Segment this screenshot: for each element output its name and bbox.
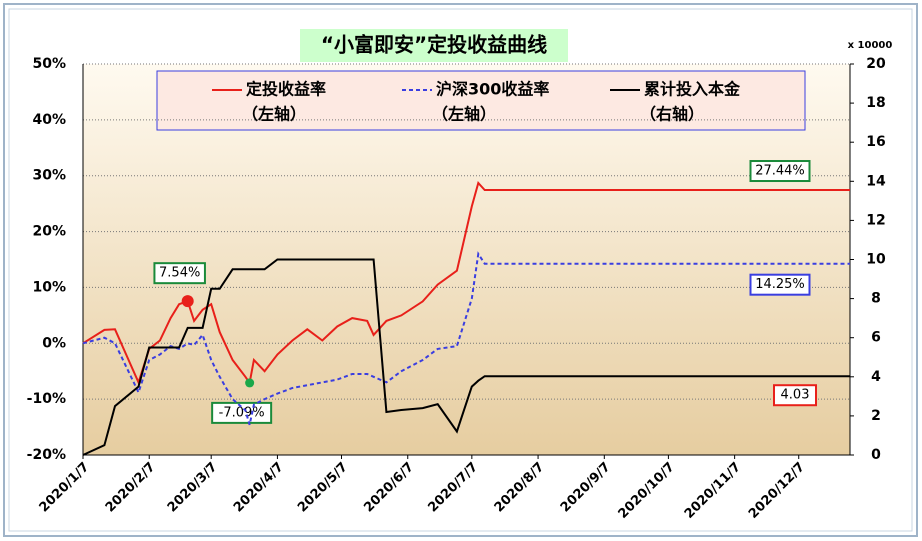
- legend-note: （左轴）: [242, 105, 306, 124]
- y2-tick-label: 16: [866, 134, 885, 150]
- legend-label: 沪深300收益率: [436, 80, 549, 99]
- legend-note: （左轴）: [432, 105, 496, 124]
- series-line: [82, 251, 850, 426]
- y-tick-label: -20%: [27, 447, 66, 463]
- y2-tick-label: 20: [866, 56, 886, 72]
- value-label-box: [773, 384, 817, 407]
- y2-unit: x 10000: [848, 40, 893, 51]
- y2-tick-label: 14: [866, 173, 886, 189]
- y2-tick-label: 2: [871, 408, 881, 424]
- y-tick-label: 10%: [32, 279, 66, 295]
- series-line: [82, 180, 850, 386]
- legend-label: 累计投入本金: [644, 80, 741, 99]
- value-label-box: [749, 273, 811, 296]
- y-tick-label: -10%: [27, 391, 66, 407]
- y2-tick-label: 12: [866, 212, 885, 228]
- value-label-box: [211, 401, 273, 424]
- y2-tick-label: 4: [871, 369, 881, 385]
- value-label: 27.44%: [755, 164, 805, 179]
- y-tick-label: 30%: [32, 168, 66, 184]
- value-label: 4.03: [781, 388, 810, 403]
- y2-tick-label: 6: [871, 330, 881, 346]
- y2-tick-label: 0: [871, 447, 881, 463]
- title-box: [300, 29, 568, 62]
- y-tick-label: 0%: [42, 335, 66, 351]
- value-label-box: [749, 160, 811, 183]
- y2-tick-label: 10: [866, 252, 886, 268]
- y-tick-label: 40%: [32, 112, 66, 128]
- y-tick-label: 50%: [32, 56, 66, 72]
- y2-tick-label: 18: [866, 95, 885, 111]
- value-label-box: [153, 262, 206, 285]
- chart-title: “小富即安”定投收益曲线: [321, 33, 547, 57]
- value-label: 7.54%: [159, 266, 200, 281]
- legend-note: （右轴）: [640, 105, 704, 124]
- value-label: 14.25%: [755, 277, 805, 292]
- value-label: -7.09%: [219, 405, 265, 420]
- y-tick-label: 20%: [32, 224, 66, 240]
- value-marker: [245, 378, 255, 388]
- inner-frame: [8, 8, 913, 532]
- value-marker: [181, 295, 194, 308]
- series-line: [82, 258, 850, 456]
- legend: [156, 70, 806, 131]
- y2-tick-label: 8: [871, 291, 881, 307]
- legend-label: 定投收益率: [245, 80, 326, 99]
